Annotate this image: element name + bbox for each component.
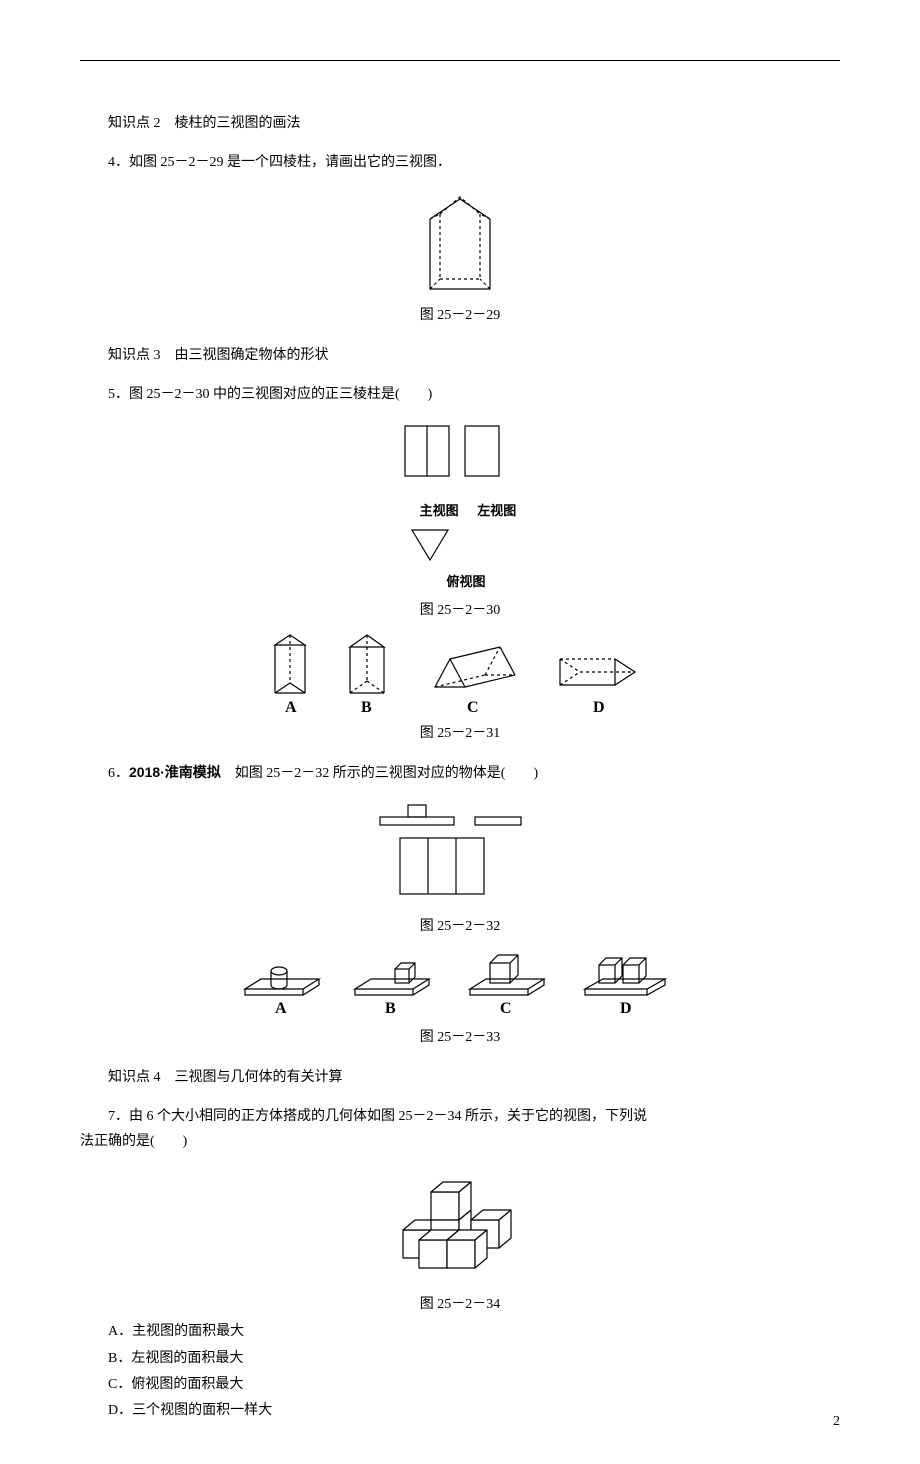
cap-32: 图 25－2－32: [80, 914, 840, 939]
fig-25-2-31: A B C D: [80, 627, 840, 717]
q7-opt-a: A．主视图的面积最大: [80, 1319, 840, 1344]
fig-25-2-29: [80, 189, 840, 299]
q7-opt-b: B．左视图的面积最大: [80, 1346, 840, 1371]
kp2-title: 知识点 2 棱柱的三视图的画法: [80, 111, 840, 136]
fig-25-2-33: A B C D: [80, 943, 840, 1021]
q5-opt-c: C: [467, 699, 479, 716]
q6-body: 如图 25－2－32 所示的三视图对应的物体是( ): [221, 766, 538, 781]
fig-25-2-32: [80, 800, 840, 910]
lbl-main-view: 主视图: [410, 499, 468, 522]
cubes-6-icon: [375, 1168, 545, 1288]
q7-opt-d: D．三个视图的面积一样大: [80, 1398, 840, 1423]
lbl-left-view: 左视图: [472, 499, 522, 522]
kp3-title: 知识点 3 由三视图确定物体的形状: [80, 343, 840, 368]
cap-29: 图 25－2－29: [80, 303, 840, 328]
q5-opt-b: B: [361, 699, 372, 716]
q6-opt-b: B: [385, 1000, 396, 1017]
q6-opt-d: D: [620, 1000, 632, 1017]
page-number: 2: [833, 1409, 840, 1434]
cap-33: 图 25－2－33: [80, 1025, 840, 1050]
kp4-title: 知识点 4 三视图与几何体的有关计算: [80, 1065, 840, 1090]
q5-opt-a: A: [285, 699, 297, 716]
fig-25-2-34: [80, 1168, 840, 1288]
q6-source: 2018·淮南模拟: [129, 764, 221, 780]
q5-options-icon: A B C D: [245, 627, 675, 717]
q6-text: 6．2018·淮南模拟 如图 25－2－32 所示的三视图对应的物体是( ): [80, 760, 840, 786]
q5-opt-d: D: [593, 699, 605, 716]
q6-options-icon: A B C D: [225, 943, 695, 1021]
three-views-top-icon: [380, 421, 540, 499]
q6-num: 6．: [108, 766, 129, 781]
three-views-32-icon: [360, 800, 560, 910]
q5-text: 5．图 25－2－30 中的三视图对应的正三棱柱是( ): [80, 382, 840, 407]
q7-opt-c: C．俯视图的面积最大: [80, 1372, 840, 1397]
cap-34: 图 25－2－34: [80, 1292, 840, 1317]
q7-line2: 法正确的是( ): [80, 1129, 840, 1154]
cap-30: 图 25－2－30: [80, 598, 840, 623]
top-view-triangle-icon: [380, 522, 540, 570]
q7-line1: 7．由 6 个大小相同的正方体搭成的几何体如图 25－2－34 所示，关于它的视…: [80, 1104, 840, 1129]
fig-25-2-30: 主视图 左视图 俯视图: [80, 421, 840, 594]
cap-31: 图 25－2－31: [80, 721, 840, 746]
q6-opt-a: A: [275, 1000, 287, 1017]
top-rule: [80, 60, 840, 61]
q6-opt-c: C: [500, 1000, 512, 1017]
q4-text: 4．如图 25－2－29 是一个四棱柱，请画出它的三视图．: [80, 150, 840, 175]
lbl-top-view: 俯视图: [437, 570, 495, 593]
prism-pentagonal-icon: [400, 189, 520, 299]
